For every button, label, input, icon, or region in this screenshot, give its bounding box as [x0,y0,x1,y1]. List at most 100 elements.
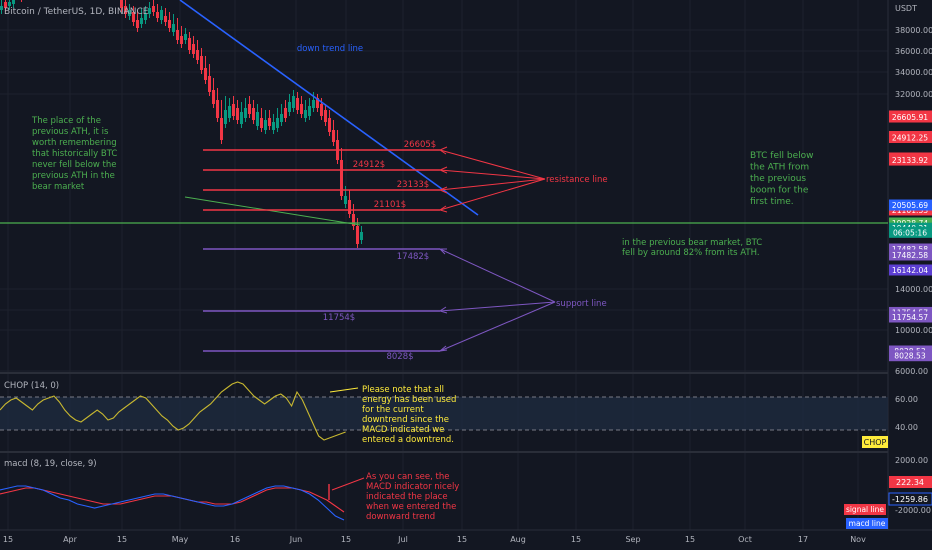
chop-badge: CHOP [864,438,887,447]
arrowhead-icon [438,146,448,155]
note-line: first time. [750,197,794,207]
time-axis-label: 15 [117,535,127,544]
candle-body [148,8,151,14]
price-tick-label: 34000.00 [895,68,932,77]
macd-badge-1: 222.34 [896,478,924,487]
candle-body [320,104,323,116]
candle-body [144,14,147,20]
macd-badge-box-2 [888,492,932,506]
price-badge: 16142.04 [892,266,928,275]
time-axis-label: May [172,535,189,544]
arrowhead-icon [438,248,447,255]
candle-body [188,38,191,50]
candlestick-series [0,0,363,248]
note-line: downtrend since the [362,415,449,425]
time-axis-label: Jun [289,535,303,544]
price-badge: 20505.69 [892,201,928,210]
chop-tick-60: 60.00 [895,395,918,404]
resistance-level-label: 23133$ [397,180,429,190]
candle-body [352,214,355,226]
note-line: bear market [32,182,85,192]
candle-body [356,226,359,244]
candle-body [132,12,135,22]
level-labels: 26605$ 24912$ 23133$ 21101$ 17482$ 11754$ 8028… [323,140,436,362]
time-axis-label: Oct [738,535,752,544]
price-badge-box [889,154,932,166]
chart-drawings [0,0,888,352]
price-badge-box [889,199,932,211]
ath-approach-line[interactable] [184,196,361,226]
note-line: The place of the [31,116,101,126]
candle-body [184,34,187,40]
note-line: BTC fell below [750,151,813,161]
resistance-line-label: resistance line [546,175,608,185]
arrowhead-icon [438,345,448,352]
chop-title[interactable]: CHOP (14, 0) [4,381,59,391]
candle-body [212,90,215,104]
price-badge-box [889,249,932,261]
candle-body [316,98,319,108]
candle-body [272,122,275,130]
candle-body [276,118,279,128]
price-badge-box [889,226,932,238]
price-badge: 17482.58 [892,251,928,260]
down-trend-line[interactable] [179,0,479,216]
candle-body [244,108,247,118]
note-line: for the current [362,405,424,415]
macd-tick-neg2000: -2000.00 [895,506,931,515]
note-line: indicated the place [366,492,448,502]
time-axis-label: 17 [798,535,808,544]
chop-badge-box [862,436,888,448]
candle-body [328,118,331,132]
resistance-arrow-2 [439,169,546,180]
note-line: Please note that all [362,385,444,395]
note-line: fell by around 82% from its ATH. [622,248,760,258]
candle-body [252,108,255,120]
note-line: previous ATH in the [32,171,115,181]
chop-arrow [329,387,359,393]
note-line: the previous [750,174,806,184]
candle-body [224,110,227,124]
candle-body [232,104,235,116]
candle-body [312,100,315,108]
down-trend-line-label: down trend line [297,44,363,54]
currency-label: USDT [895,4,917,13]
candle-body [208,76,211,92]
time-axis[interactable]: 15 Apr 15 May 16 Jun 15 Jul 15 Aug 15 Sep 15 Oct 17 Nov [3,535,866,544]
symbol-title[interactable]: Bitcoin / TetherUS, 1D, BINANCE [4,7,149,17]
chop-tick-40: 40.00 [895,423,918,432]
candle-body [256,112,259,126]
price-tick-label: 36000.00 [895,47,932,56]
arrowhead-icon [438,306,448,314]
price-badge: 23133.92 [892,156,928,165]
candle-body [180,36,183,44]
resistance-level-label: 26605$ [404,140,436,150]
macd-title[interactable]: macd (8, 19, close, 9) [4,459,97,469]
macd-arrow [331,477,365,491]
candle-body [0,6,3,10]
candle-body [136,20,139,28]
chart-grid [0,0,888,530]
price-badge: 11754.57 [892,313,928,322]
candle-body [164,16,167,22]
candle-body [240,112,243,124]
note-line: entered a downtrend. [362,435,454,445]
candle-body [216,100,219,118]
candle-body [332,130,335,142]
note-line: energy has been used [362,395,456,405]
candle-body [204,68,207,80]
candle-body [128,10,131,16]
time-axis-label: Aug [510,535,526,544]
support-arrow-2 [439,301,556,312]
note-line: downward trend [366,512,435,522]
candle-body [12,0,15,4]
candle-body [288,102,291,112]
candle-body [4,2,7,8]
macd-line-legend: macd line [849,519,886,528]
candle-body [260,118,263,128]
price-badge-box [889,350,932,362]
candle-body [284,108,287,118]
